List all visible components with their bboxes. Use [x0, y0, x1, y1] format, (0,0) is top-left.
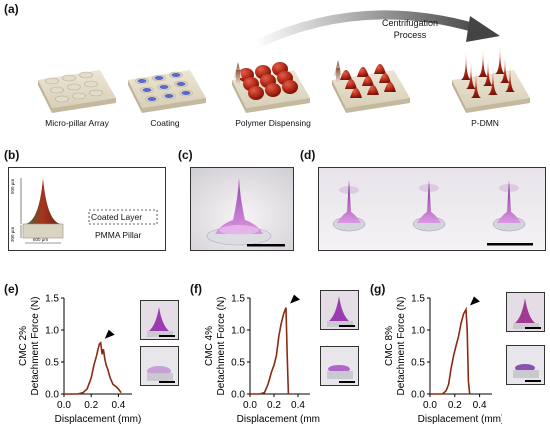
x-tick-label: 0.2: [84, 400, 98, 411]
inset-g-before: [506, 292, 545, 332]
x-tick-label: 0.4: [473, 400, 487, 411]
x-tick-label: 0.4: [111, 400, 125, 411]
force-curve: [64, 341, 122, 395]
peak-marker: [104, 329, 115, 339]
panel-d-photo: [318, 167, 546, 251]
dim-top-label: 500 μm: [10, 178, 15, 194]
force-curve: [250, 307, 290, 395]
plate-p-dmn: [452, 46, 530, 113]
panel-c-photo: [190, 167, 294, 251]
chart-e: 0.0 0.5 1.0 1.5 0.0 0.2 0.4 Displacement (mm) CM…: [18, 294, 142, 426]
plate-elongation: [332, 60, 410, 113]
panel-g-label: (g): [370, 282, 386, 296]
needle-shape: [25, 178, 61, 224]
centrifugation-label-line1: Centrifugation: [381, 18, 439, 28]
single-needle-photo: [191, 168, 293, 250]
x-tick-label: 0.4: [291, 400, 305, 411]
panel-a-schematic: [38, 10, 530, 113]
step-label-polymer-dispensing: Polymer Dispensing: [235, 118, 311, 128]
y-tick-label: 1.5: [45, 294, 59, 305]
x-tick-label: 0.2: [267, 400, 281, 411]
x-tick-label: 0.0: [57, 400, 71, 411]
inset-f-after: [320, 346, 359, 386]
y-tick-label: 0.0: [411, 390, 425, 401]
peak-marker: [469, 296, 480, 306]
coated-layer-label: Coated Layer: [91, 212, 143, 222]
scale-bar: [487, 243, 533, 246]
scale-bar: [247, 244, 285, 247]
pmma-pillar-label: PMMA Pillar: [95, 230, 142, 240]
dim-bottom-label: 300 μm: [10, 226, 15, 242]
plate-coating: [128, 70, 206, 113]
y-tick-label: 0.0: [45, 390, 59, 401]
step-label-p-dmn: P-DMN: [471, 118, 499, 128]
x-axis-label: Displacement (mm): [237, 414, 320, 425]
y-axis-label: Detachment Force (N): [216, 297, 227, 396]
y-tick-label: 0.5: [45, 358, 59, 369]
centrifugation-arrowhead: [466, 16, 500, 42]
x-tick-label: 0.0: [423, 400, 437, 411]
peak-marker: [290, 294, 300, 304]
y-axis-label-sample: CMC 4%: [204, 326, 215, 366]
dim-width-label: 600 μm: [33, 237, 49, 242]
pmma-pillar-shape: [22, 223, 64, 239]
inset-e-before: [140, 300, 179, 340]
centrifugation-label-line2: Process: [393, 30, 427, 40]
centrifugation-arrow: [253, 10, 477, 50]
panel-e-label: (e): [4, 282, 19, 296]
y-axis-label-sample: CMC 2%: [18, 326, 29, 366]
panel-f-label: (f): [190, 282, 202, 296]
y-tick-label: 0.5: [231, 358, 245, 369]
inset-e-after: [140, 346, 179, 386]
step-label-micro-pillar-array: Micro-pillar Array: [45, 118, 109, 128]
y-tick-label: 1.0: [231, 326, 245, 337]
y-tick-label: 1.5: [231, 294, 245, 305]
y-tick-label: 1.0: [411, 326, 425, 337]
plate-micro-pillar-array: [38, 70, 116, 113]
panel-a-label: (a): [4, 2, 19, 16]
chart-f: 0.0 0.5 1.0 1.5 0.0 0.2 0.4 Displacement (mm) CM…: [204, 294, 320, 426]
panel-b-diagram: 500 μm 300 μm 600 μm Coated Layer PMMA P…: [8, 167, 166, 251]
x-tick-label: 0.2: [448, 400, 462, 411]
step-label-coating: Coating: [150, 118, 180, 128]
force-curve: [430, 306, 471, 395]
y-tick-label: 0.5: [411, 358, 425, 369]
coated-layer-box: [88, 209, 158, 225]
y-axis-label: Detachment Force (N): [396, 297, 407, 396]
x-axis-label: Displacement (mm): [55, 414, 142, 425]
needle-dimension-diagram: [20, 178, 158, 244]
y-axis-label-sample: CMC 8%: [384, 326, 395, 366]
inset-g-after: [506, 345, 545, 385]
panel-d-label: (d): [300, 148, 316, 162]
x-axis-label: Displacement (mm): [418, 414, 502, 425]
plate-polymer-dispensing: [232, 62, 310, 113]
x-tick-label: 0.0: [243, 400, 257, 411]
panel-c-label: (c): [178, 148, 193, 162]
panel-b-label: (b): [4, 148, 20, 162]
y-tick-label: 1.0: [45, 326, 59, 337]
y-tick-label: 1.5: [411, 294, 425, 305]
chart-g: 0.0 0.5 1.0 1.5 0.0 0.2 0.4 Displacement (mm) CM…: [384, 294, 502, 426]
needle-array-photo: [319, 168, 545, 250]
y-tick-label: 0.0: [231, 390, 245, 401]
y-axis-label: Detachment Force (N): [30, 297, 41, 396]
inset-f-before: [320, 290, 359, 330]
